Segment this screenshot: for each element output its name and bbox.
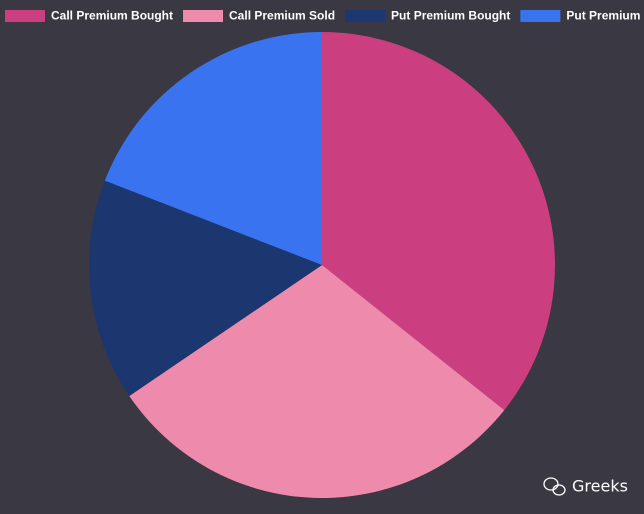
legend-label: Call Premium Bought (51, 9, 173, 23)
legend-swatch (345, 10, 386, 22)
pie-slice (129, 265, 505, 498)
legend-label: Put Premium Bought (391, 9, 510, 23)
pie-slice (88, 180, 322, 396)
legend-swatch (5, 10, 45, 22)
legend-label: Put Premium Sold (566, 9, 644, 23)
legend-swatch (520, 10, 561, 22)
watermark: Greeks (572, 477, 628, 496)
pie-slice (104, 32, 323, 265)
legend-swatch (183, 10, 224, 22)
legend-label: Call Premium Sold (229, 9, 335, 23)
pie-slice (322, 32, 555, 411)
wechat-icon (543, 477, 566, 496)
